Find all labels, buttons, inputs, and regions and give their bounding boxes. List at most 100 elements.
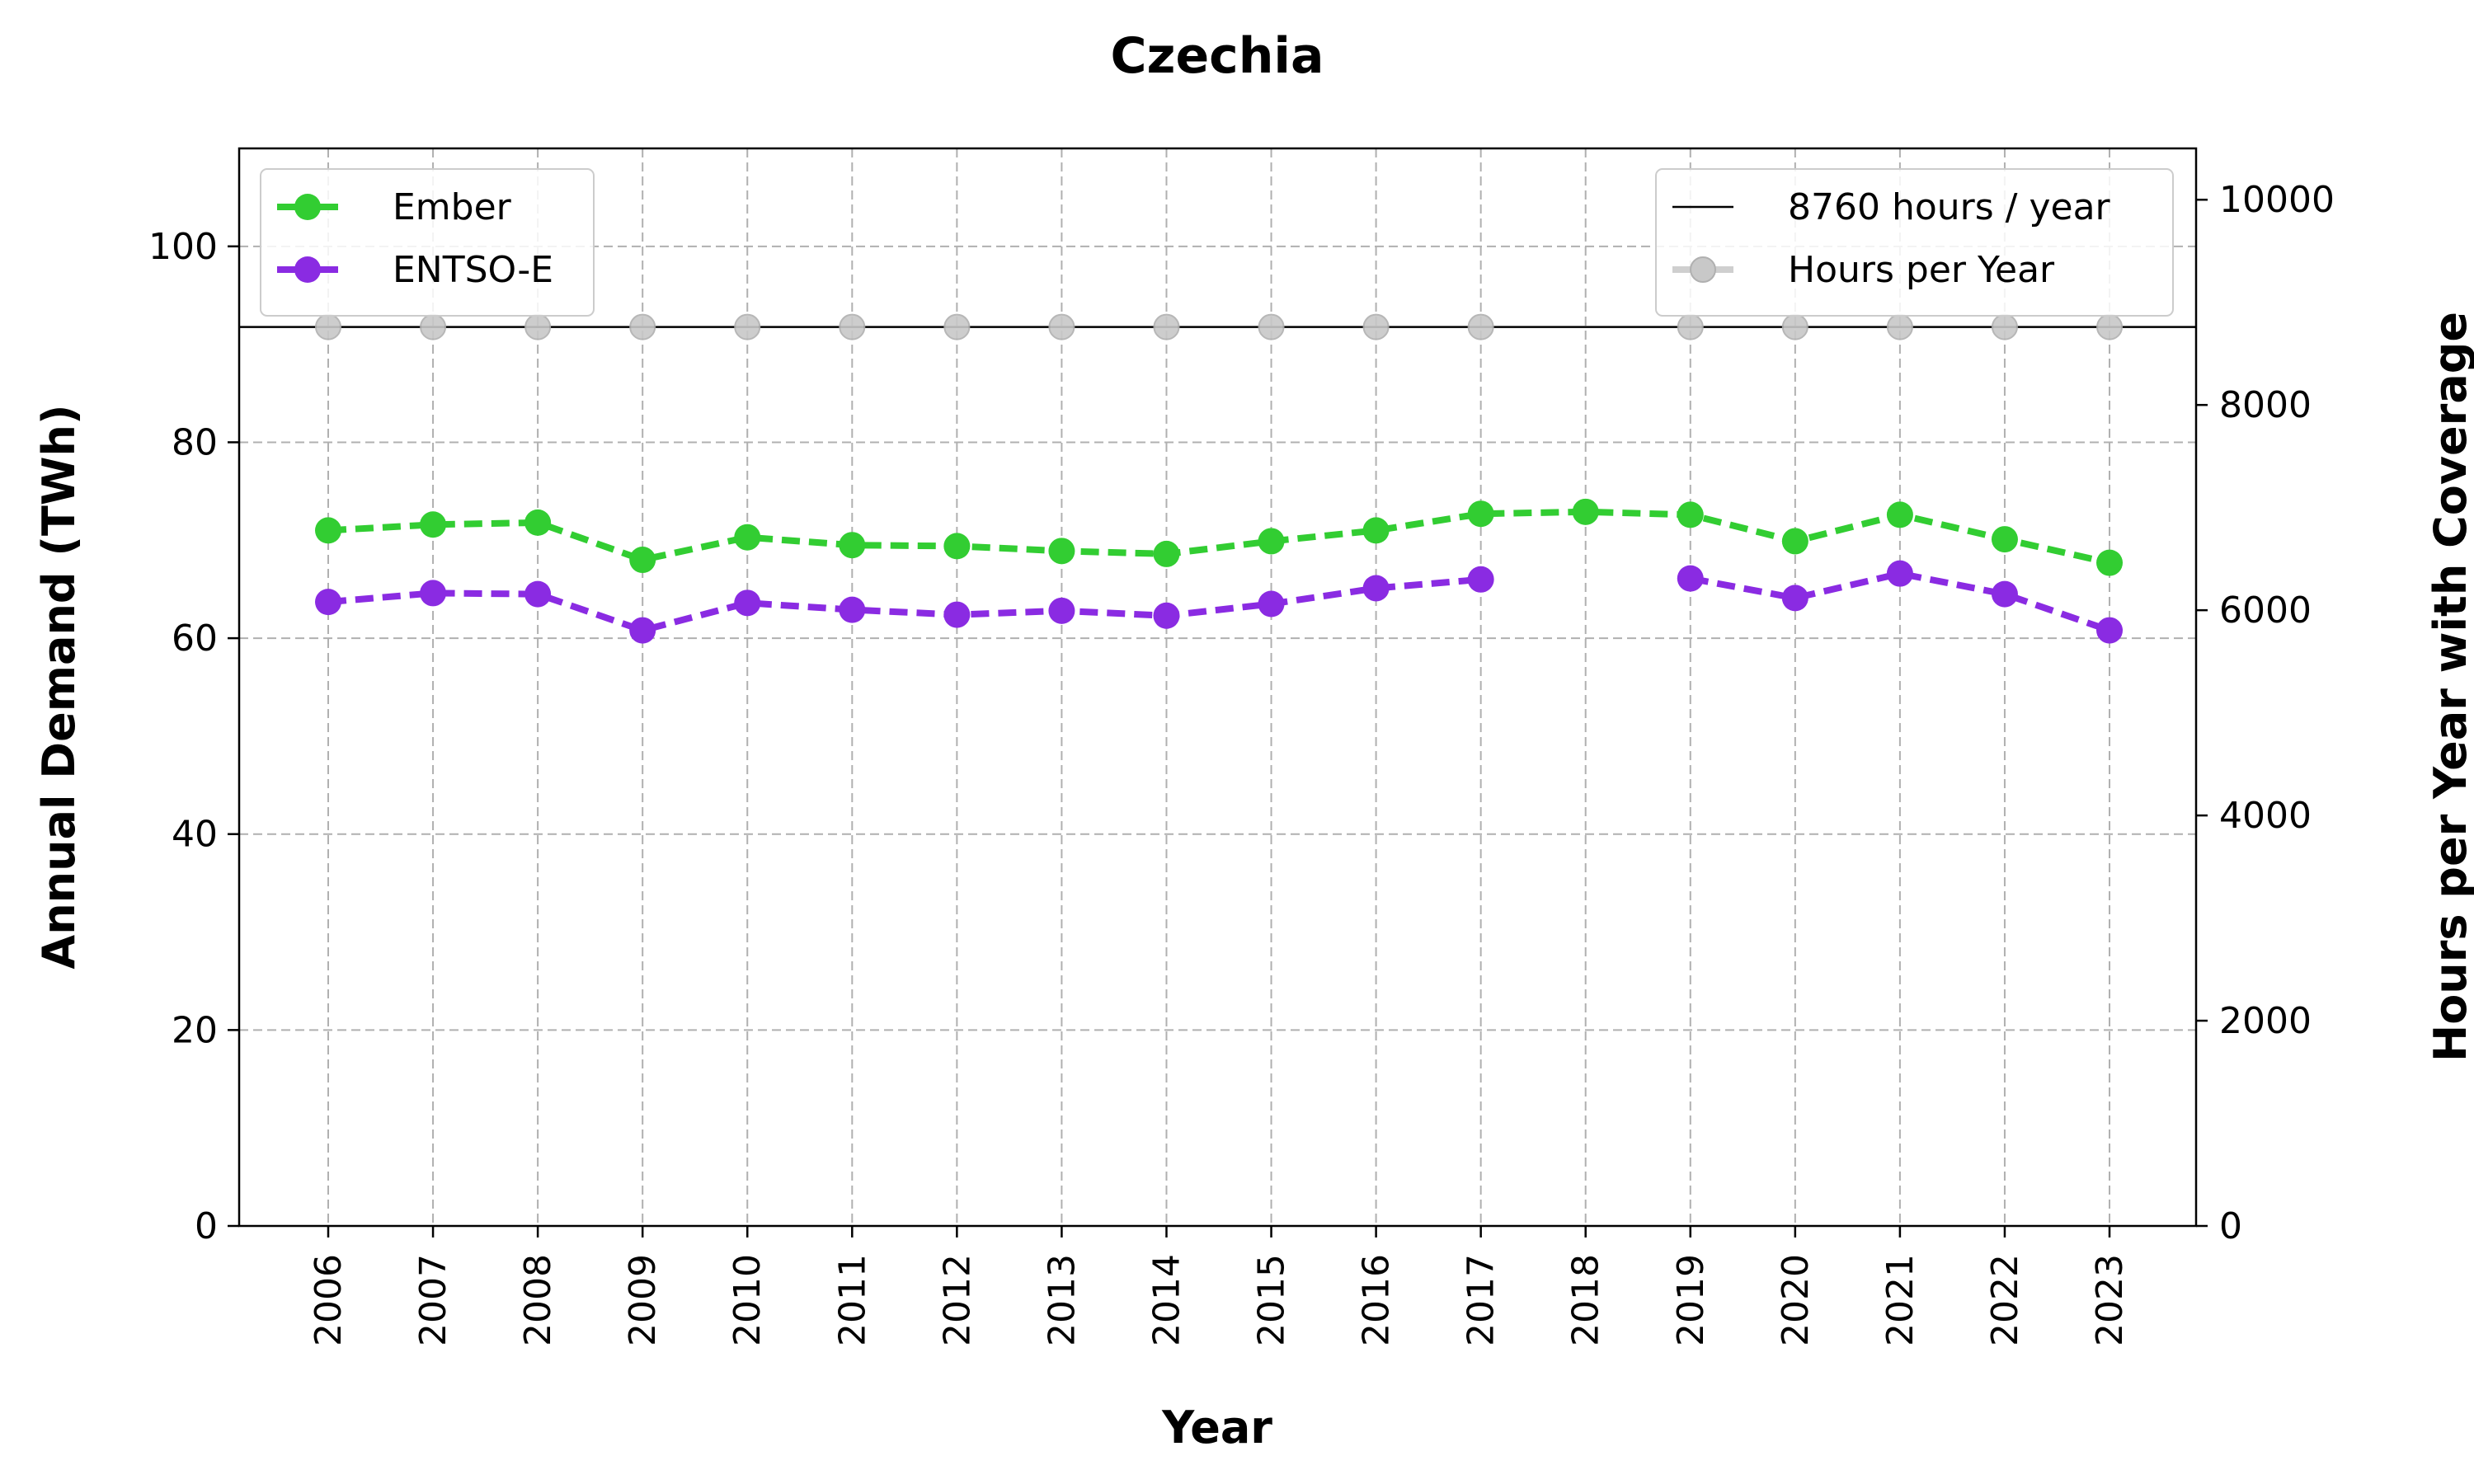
x-tick-label: 2013 [1041, 1254, 1083, 1346]
legend-swatch-marker [294, 194, 321, 220]
y-tick-label: 80 [172, 421, 218, 463]
x-tick-label: 2018 [1565, 1254, 1607, 1346]
y2-tick-label: 10000 [2219, 179, 2335, 221]
data-point [2096, 313, 2124, 340]
y2-tick-label: 8000 [2219, 384, 2312, 426]
x-tick-label: 2020 [1775, 1254, 1817, 1346]
data-point [1153, 540, 1180, 567]
data-point [1886, 313, 1913, 340]
data-point [2096, 617, 2124, 644]
x-tick-label: 2021 [1879, 1254, 1921, 1346]
data-point [1467, 500, 1494, 528]
legend-label: 8760 hours / year [1788, 186, 2111, 228]
data-point [839, 313, 866, 340]
data-point [1258, 313, 1285, 340]
data-point [2096, 549, 2124, 576]
data-point [524, 313, 552, 340]
data-point [1467, 313, 1494, 340]
x-tick-label: 2015 [1251, 1254, 1293, 1346]
legend-item-8760-hours-year: 8760 hours / year [1672, 186, 2111, 228]
data-point [1677, 313, 1704, 340]
data-point [524, 509, 552, 536]
legend-swatch-marker [294, 256, 321, 283]
x-tick-label: 2019 [1670, 1254, 1712, 1346]
data-point [1048, 597, 1075, 624]
x-tick-label: 2023 [2089, 1254, 2131, 1346]
legend-right: 8760 hours / year Hours per Year [1655, 168, 2174, 317]
data-point [1048, 313, 1075, 340]
x-tick-label: 2007 [412, 1254, 454, 1346]
data-point [629, 313, 656, 340]
legend-box [1655, 168, 2174, 317]
data-point [943, 601, 971, 628]
data-point [734, 313, 761, 340]
series-ember [315, 498, 2124, 576]
data-point [839, 532, 866, 559]
data-point [839, 596, 866, 623]
legend-left: Ember ENTSO-E [260, 168, 595, 317]
y-tick-label: 100 [148, 226, 218, 268]
chart-title: Czechia [1111, 27, 1324, 85]
data-point [1781, 585, 1808, 612]
y2-tick-label: 6000 [2219, 589, 2312, 632]
data-point [1991, 526, 2018, 553]
data-point [943, 313, 971, 340]
series-entso-e [315, 560, 2124, 644]
series-line [327, 508, 2110, 566]
data-point [420, 511, 447, 538]
data-point [420, 313, 447, 340]
legend-box [260, 168, 595, 317]
data-point [1467, 566, 1494, 593]
x-tick-label: 2014 [1145, 1254, 1188, 1346]
data-point [315, 589, 341, 616]
x-tick-label: 2010 [727, 1254, 769, 1346]
data-point [1991, 580, 2018, 608]
data-point [1781, 313, 1808, 340]
y-axis-label: Annual Demand (TWh) [33, 404, 85, 969]
data-point [1677, 501, 1704, 528]
y2-tick-label: 4000 [2219, 795, 2312, 837]
y2-tick-label: 0 [2219, 1205, 2242, 1247]
x-axis-label: Year [1161, 1402, 1272, 1453]
y2-axis-label: Hours per Year with Coverage [2425, 312, 2474, 1062]
data-point [315, 517, 341, 544]
legend-swatch-marker [1690, 256, 1716, 283]
data-point [734, 589, 761, 617]
legend-item-hours-per-year: Hours per Year [1672, 249, 2055, 291]
data-point [420, 580, 447, 607]
series-line [1690, 570, 2111, 634]
legend-label: Ember [393, 186, 512, 228]
data-point [1153, 602, 1180, 629]
data-point [1362, 313, 1390, 340]
plot-frame [238, 147, 2198, 1228]
x-tick-label: 2016 [1356, 1254, 1398, 1346]
data-point [315, 313, 341, 340]
data-point [1048, 538, 1075, 565]
y-tick-label: 40 [172, 814, 218, 856]
legend-label: Hours per Year [1788, 249, 2055, 291]
data-point [629, 617, 656, 644]
plot-area [239, 313, 2196, 644]
data-point [1153, 313, 1180, 340]
x-tick-label: 2008 [517, 1254, 559, 1346]
data-point [1362, 575, 1390, 602]
x-tick-label: 2012 [936, 1254, 978, 1346]
legend-item-ember: Ember [277, 186, 512, 228]
data-point [1886, 501, 1913, 528]
legends: Ember ENTSO-E 8760 hours / year Hours per Y… [260, 168, 2174, 317]
data-point [1677, 565, 1704, 592]
data-point [1362, 517, 1390, 544]
x-tick-label: 2009 [622, 1254, 664, 1346]
x-tick-label: 2011 [831, 1254, 873, 1346]
y-tick-label: 0 [195, 1205, 218, 1247]
series-hours-per-year [315, 313, 2124, 340]
data-point [1886, 560, 1913, 587]
data-point [629, 547, 656, 574]
axis-ticks: 2006 2007 2008 2009 2010 2011 2012 2013 2014 2015… [148, 179, 2335, 1346]
data-point [1258, 528, 1285, 555]
x-tick-label: 2017 [1460, 1254, 1503, 1346]
legend-item-entso-e: ENTSO-E [277, 249, 553, 291]
series-line [327, 575, 1482, 634]
data-point [943, 533, 971, 560]
